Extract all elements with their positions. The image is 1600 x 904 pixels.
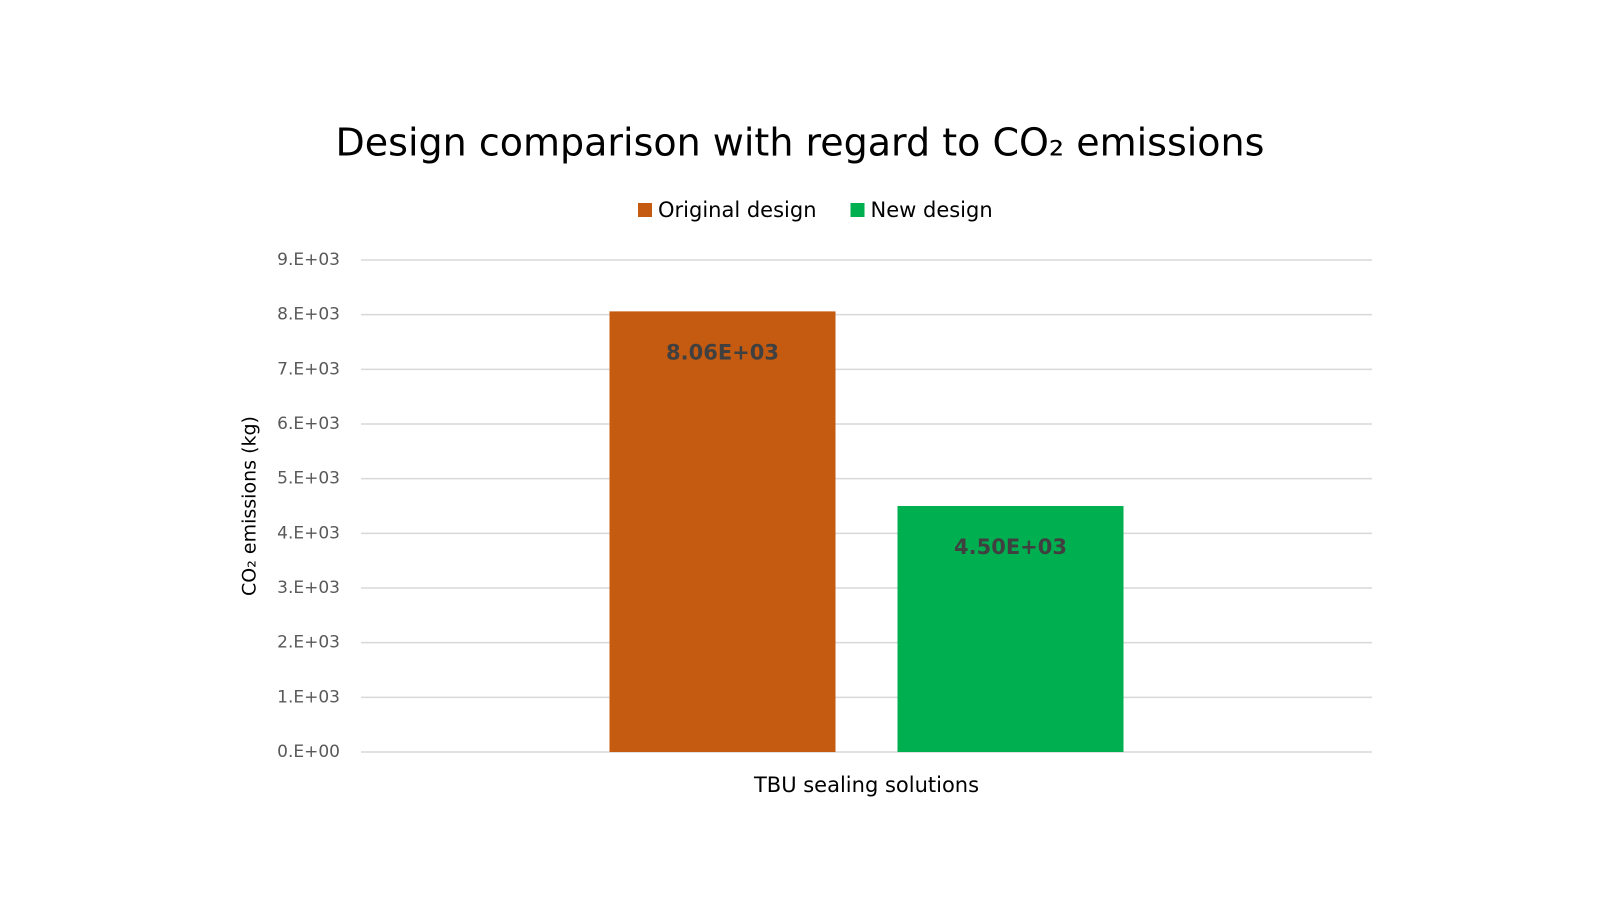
legend-label: New design [871, 198, 993, 222]
bar [897, 506, 1124, 752]
y-tick-label: 1.E+03 [277, 687, 340, 707]
y-tick-label: 8.E+03 [277, 305, 340, 325]
y-tick-label: 9.E+03 [277, 250, 340, 270]
y-tick-label: 5.E+03 [277, 469, 340, 489]
chart-title: Design comparison with regard to CO₂ emi… [336, 121, 1265, 165]
data-label: 4.50E+03 [954, 535, 1067, 559]
y-tick-label: 4.E+03 [277, 523, 340, 543]
y-tick-label: 0.E+00 [277, 742, 340, 762]
bar [609, 311, 836, 752]
y-axis-label: CO₂ emissions (kg) [239, 416, 261, 596]
legend-swatch [638, 203, 652, 217]
data-label: 8.06E+03 [666, 340, 779, 364]
y-tick-label: 6.E+03 [277, 414, 340, 434]
legend-swatch [850, 203, 865, 217]
x-tick-label: TBU sealing solutions [753, 773, 979, 797]
y-tick-label: 3.E+03 [277, 578, 340, 598]
y-tick-label: 7.E+03 [277, 359, 340, 379]
legend-label: Original design [658, 198, 817, 222]
y-tick-label: 2.E+03 [277, 633, 340, 653]
